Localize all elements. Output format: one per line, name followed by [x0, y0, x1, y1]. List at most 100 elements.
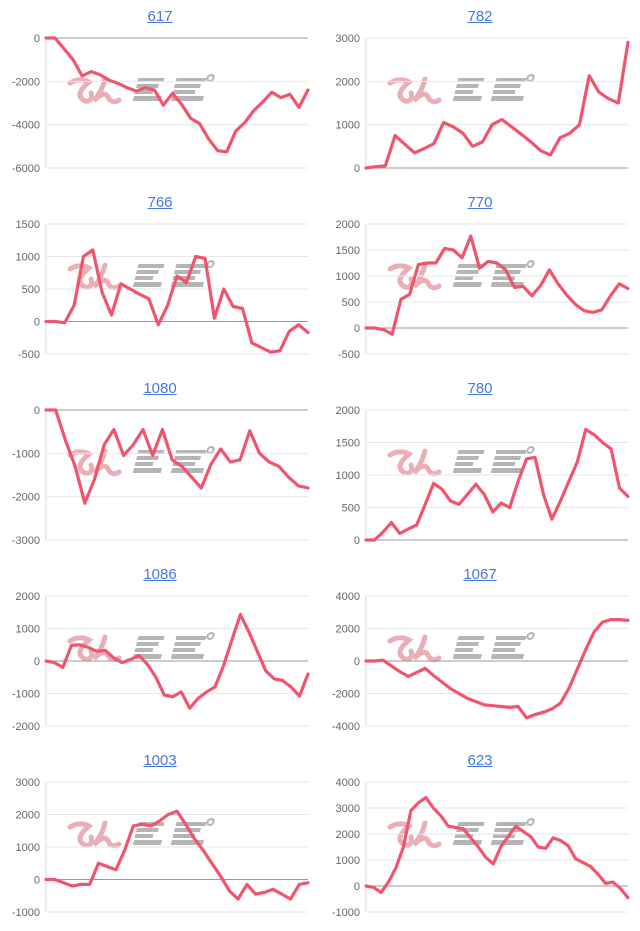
watermark: [382, 444, 538, 485]
y-axis-tick-label: -1000: [12, 448, 40, 460]
y-axis-tick-label: 1000: [16, 252, 40, 264]
chart-plot-area: 3000 2000 1000 0: [320, 28, 640, 184]
y-axis-tick-label: 2000: [336, 76, 360, 88]
minrepo-watermark-logo: [387, 632, 535, 663]
y-axis-tick-label: -4000: [332, 721, 360, 733]
chart-plot-area: 0 -1000 -2000 -3000: [0, 400, 320, 556]
y-axis-tick-label: -500: [338, 349, 360, 361]
chart-plot-area: 2000 1500 1000 500 0 -500: [320, 214, 640, 370]
chart-plot-area: 2000 1500 1000 500 0: [320, 400, 640, 556]
y-axis-tick-label: 2000: [336, 219, 360, 231]
y-axis-tick-label: -1000: [332, 907, 360, 919]
y-axis-tick-label: 0: [34, 317, 40, 329]
data-series-line: [364, 234, 630, 336]
watermark: [382, 72, 538, 113]
y-axis-tick-label: 1000: [16, 624, 40, 636]
y-axis-tick-label: 1000: [336, 120, 360, 132]
watermark: [382, 630, 538, 671]
y-axis-tick-label: 500: [342, 297, 360, 309]
chart-title-link[interactable]: 766: [147, 194, 173, 211]
watermark: [382, 816, 538, 857]
chart-card: 623 4000 3000 2000 1000 0 -1000: [320, 744, 640, 930]
y-axis-tick-label: 3000: [16, 777, 40, 789]
data-series-line: [44, 408, 310, 505]
y-axis-tick-label: 2000: [336, 624, 360, 636]
data-series-line: [364, 40, 630, 170]
chart-plot-area: 0 -2000 -4000 -6000: [0, 28, 320, 184]
data-series-line: [364, 427, 630, 542]
chart-card: 1003 3000 2000 1000 0 -1000: [0, 744, 320, 930]
chart-title-link[interactable]: 623: [467, 752, 493, 769]
y-axis-tick-label: 1500: [336, 245, 360, 257]
chart-card: 770 2000 1500 1000 500 0 -500: [320, 186, 640, 372]
chart-card: 1080 0 -1000 -2000 -3000: [0, 372, 320, 558]
y-axis-tick-label: -4000: [12, 120, 40, 132]
y-axis-tick-label: -2000: [12, 721, 40, 733]
y-axis-tick-label: 3000: [336, 803, 360, 815]
y-axis-tick-label: 1500: [16, 219, 40, 231]
y-axis-tick-label: 2000: [16, 591, 40, 603]
data-series-line: [364, 617, 630, 720]
chart-title-link[interactable]: 770: [467, 194, 493, 211]
y-axis-tick-label: 2000: [336, 829, 360, 841]
y-axis-tick-label: 1000: [336, 470, 360, 482]
data-series-line: [44, 248, 310, 354]
y-axis-tick-label: 1000: [336, 271, 360, 283]
y-axis-tick-label: 0: [354, 881, 360, 893]
chart-plot-area: 4000 3000 2000 1000 0 -1000: [320, 772, 640, 928]
y-axis-tick-label: 4000: [336, 777, 360, 789]
y-axis-tick-label: 0: [354, 163, 360, 175]
chart-plot-area: 3000 2000 1000 0 -1000: [0, 772, 320, 928]
chart-title-link[interactable]: 1067: [463, 566, 497, 583]
chart-card: 1086 2000 1000 0 -1000 -2000: [0, 558, 320, 744]
data-series-line: [364, 796, 630, 900]
y-axis-tick-label: -3000: [12, 535, 40, 547]
line-chart-plot: 3000 2000 1000 0 -1000: [12, 777, 310, 919]
y-axis-tick-label: -2000: [12, 492, 40, 504]
line-chart-plot: 0 -2000 -4000 -6000: [12, 33, 310, 175]
line-chart-plot: 3000 2000 1000 0: [336, 33, 630, 175]
y-axis-tick-label: -6000: [12, 163, 40, 175]
line-chart-plot: 2000 1500 1000 500 0: [336, 405, 630, 547]
y-axis-tick-label: 1000: [336, 855, 360, 867]
chart-plot-area: 1500 1000 500 0 -500: [0, 214, 320, 370]
chart-title-link[interactable]: 1003: [143, 752, 177, 769]
line-chart-plot: 4000 3000 2000 1000 0 -1000: [332, 777, 630, 919]
y-axis-tick-label: -500: [18, 349, 40, 361]
y-axis-tick-label: 0: [34, 405, 40, 417]
minrepo-watermark-logo: [387, 818, 535, 849]
chart-title-link[interactable]: 1086: [143, 566, 177, 583]
chart-title-link[interactable]: 1080: [143, 380, 177, 397]
chart-title-link[interactable]: 617: [147, 8, 173, 25]
chart-card: 1067 4000 2000 0 -2000 -4000: [320, 558, 640, 744]
data-series-line: [44, 612, 310, 710]
line-chart-plot: 2000 1500 1000 500 0 -500: [336, 219, 630, 361]
chart-plot-area: 4000 2000 0 -2000 -4000: [320, 586, 640, 742]
line-chart-plot: 1500 1000 500 0 -500: [16, 219, 310, 361]
y-axis-tick-label: 0: [354, 656, 360, 668]
line-chart-plot: 4000 2000 0 -2000 -4000: [332, 591, 630, 733]
y-axis-tick-label: 0: [34, 656, 40, 668]
minrepo-watermark-logo: [387, 74, 535, 105]
chart-title-link[interactable]: 780: [467, 380, 493, 397]
y-axis-tick-label: -2000: [12, 76, 40, 88]
minrepo-watermark-logo: [387, 446, 535, 477]
y-axis-tick-label: 1500: [336, 438, 360, 450]
chart-card: 617 0 -2000 -4000 -6000: [0, 0, 320, 186]
y-axis-tick-label: 500: [22, 284, 40, 296]
y-axis-tick-label: 3000: [336, 33, 360, 45]
y-axis-tick-label: -1000: [12, 689, 40, 701]
chart-title-link[interactable]: 782: [467, 8, 493, 25]
y-axis-tick-label: 0: [354, 535, 360, 547]
data-series-line: [44, 36, 310, 154]
y-axis-tick-label: 0: [34, 875, 40, 887]
line-chart-plot: 2000 1000 0 -1000 -2000: [12, 591, 310, 733]
line-chart-plot: 0 -1000 -2000 -3000: [12, 405, 310, 547]
chart-card: 782 3000 2000 1000 0: [320, 0, 640, 186]
data-series-line: [44, 809, 310, 901]
chart-plot-area: 2000 1000 0 -1000 -2000: [0, 586, 320, 742]
y-axis-tick-label: 500: [342, 503, 360, 515]
chart-card: 766 1500 1000 500 0 -500: [0, 186, 320, 372]
y-axis-tick-label: 0: [34, 33, 40, 45]
